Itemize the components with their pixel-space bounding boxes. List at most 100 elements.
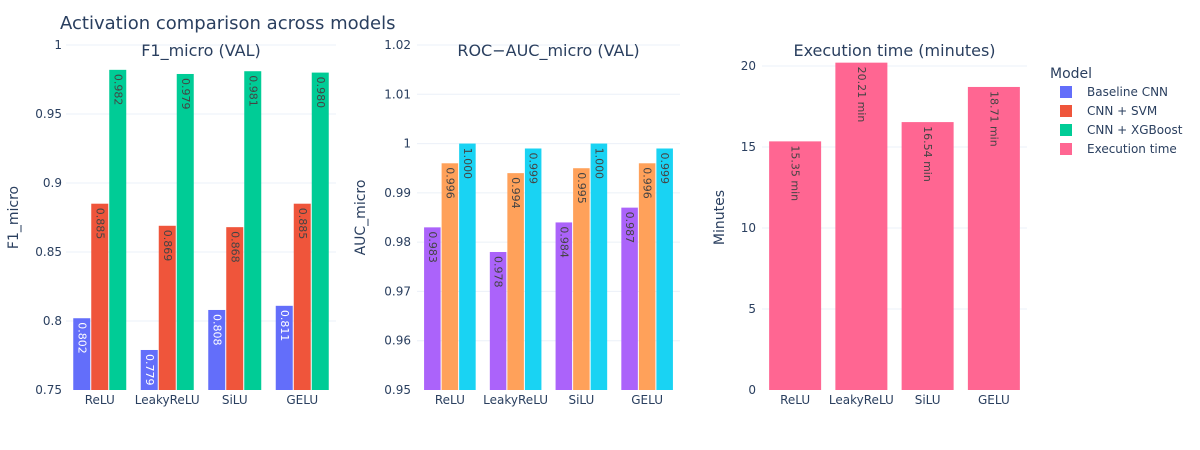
bar [109,69,127,390]
bar [459,143,476,390]
bar [835,62,888,390]
bar [311,72,329,390]
bar [176,73,194,390]
legend-label: CNN + XGBoost [1087,123,1183,137]
bar [967,86,1020,390]
data-label: 0.981 [246,75,259,107]
subplot-3: 0 5 10 15 20 Execution time (minutes) Minutes R… [712,41,1027,407]
bar [555,222,573,390]
y-axis-title: Minutes [712,190,728,245]
bar [293,203,311,390]
data-label: 0.978 [492,256,505,288]
legend-item[interactable]: Execution time [1060,142,1177,156]
bar [638,163,656,390]
subplot-1: 0.75 0.8 0.85 0.9 0.95 1 F1_micro (VAL) F1_micr… [6,38,336,407]
x-tick-label: ReLU [435,393,465,407]
y-tick-label: 0.9 [43,176,62,190]
data-label: 0.779 [143,354,156,386]
legend-item[interactable]: CNN + XGBoost [1060,123,1183,137]
data-label: 1.000 [461,148,474,180]
data-label: 0.987 [623,212,636,244]
y-tick-label: 0.8 [43,314,62,328]
data-label: 0.979 [179,78,192,110]
legend-swatch [1060,124,1072,136]
x-tick-label: ReLU [780,393,810,407]
bar [91,203,109,390]
x-tick-label: ReLU [85,393,115,407]
x-tick-label: SiLU [568,393,594,407]
data-label: 20.21 min [855,67,868,123]
data-label: 0.802 [75,322,88,354]
data-label: 0.982 [111,74,124,106]
legend-label: CNN + SVM [1087,104,1157,118]
data-label: 0.999 [658,153,671,185]
data-label: 0.869 [161,230,174,262]
data-label: 0.995 [575,172,588,204]
data-label: 15.35 min [789,145,802,201]
bar [73,318,91,390]
data-label: 0.808 [210,314,223,346]
bar [621,207,638,390]
bar [769,141,822,390]
subplot-title: ROC−AUC_micro (VAL) [457,41,639,61]
bar [901,122,954,390]
data-label: 0.996 [641,167,654,199]
x-tick-label: SiLU [915,393,941,407]
figure-title: Activation comparison across models [60,13,396,34]
y-tick-label: 0.85 [35,245,62,259]
legend-label: Baseline CNN [1087,85,1168,99]
data-label: 18.71 min [987,91,1000,147]
bar [424,227,441,390]
data-label: 0.999 [527,153,540,185]
bar [656,148,673,390]
bar [524,148,542,390]
y-tick-label: 5 [748,302,756,316]
bar [507,173,524,390]
y-tick-label: 1.01 [384,87,411,101]
data-label: 0.868 [228,231,241,263]
data-label: 0.885 [93,208,106,240]
data-label: 0.885 [296,208,309,240]
data-label: 0.984 [557,226,570,258]
data-label: 0.811 [278,310,291,342]
y-tick-label: 1 [54,38,62,52]
bar [590,143,608,390]
y-tick-label: 0 [748,383,756,397]
bar [140,349,158,390]
x-tick-label: LeakyReLU [483,393,548,407]
bar [208,309,226,390]
y-tick-label: 15 [741,140,756,154]
x-tick-label: GELU [978,393,1010,407]
y-tick-label: 0.95 [384,383,411,397]
x-tick-label: GELU [631,393,663,407]
y-tick-label: 0.99 [384,186,411,200]
bar [489,252,507,390]
bar [226,227,244,390]
subplot-title: Execution time (minutes) [793,41,995,60]
legend-item[interactable]: CNN + SVM [1060,104,1157,118]
y-tick-label: 0.75 [35,383,62,397]
legend-swatch [1060,86,1072,98]
y-tick-label: 0.97 [384,284,411,298]
y-tick-label: 0.96 [384,334,411,348]
data-label: 0.994 [509,177,522,209]
bar [573,168,590,390]
y-tick-label: 1 [403,137,411,151]
subplot-title: F1_micro (VAL) [141,41,261,61]
y-axis-title: F1_micro [6,186,22,249]
legend: Model Baseline CNN CNN + SVM CNN + XGBoost… [1050,66,1183,156]
legend-label: Execution time [1087,142,1177,156]
data-label: 1.000 [592,148,605,180]
y-tick-label: 20 [741,59,756,73]
legend-swatch [1060,143,1072,155]
y-tick-label: 0.98 [384,235,411,249]
subplot-2: 0.95 0.96 0.97 0.98 0.99 1 1.01 1.02 ROC−AUC_mic… [353,38,680,407]
data-label: 16.54 min [921,126,934,182]
x-tick-label: SiLU [222,393,248,407]
bar [441,163,459,390]
legend-item[interactable]: Baseline CNN [1060,85,1168,99]
data-label: 0.983 [426,231,439,263]
y-tick-label: 0.95 [35,107,62,121]
bar [275,305,293,390]
